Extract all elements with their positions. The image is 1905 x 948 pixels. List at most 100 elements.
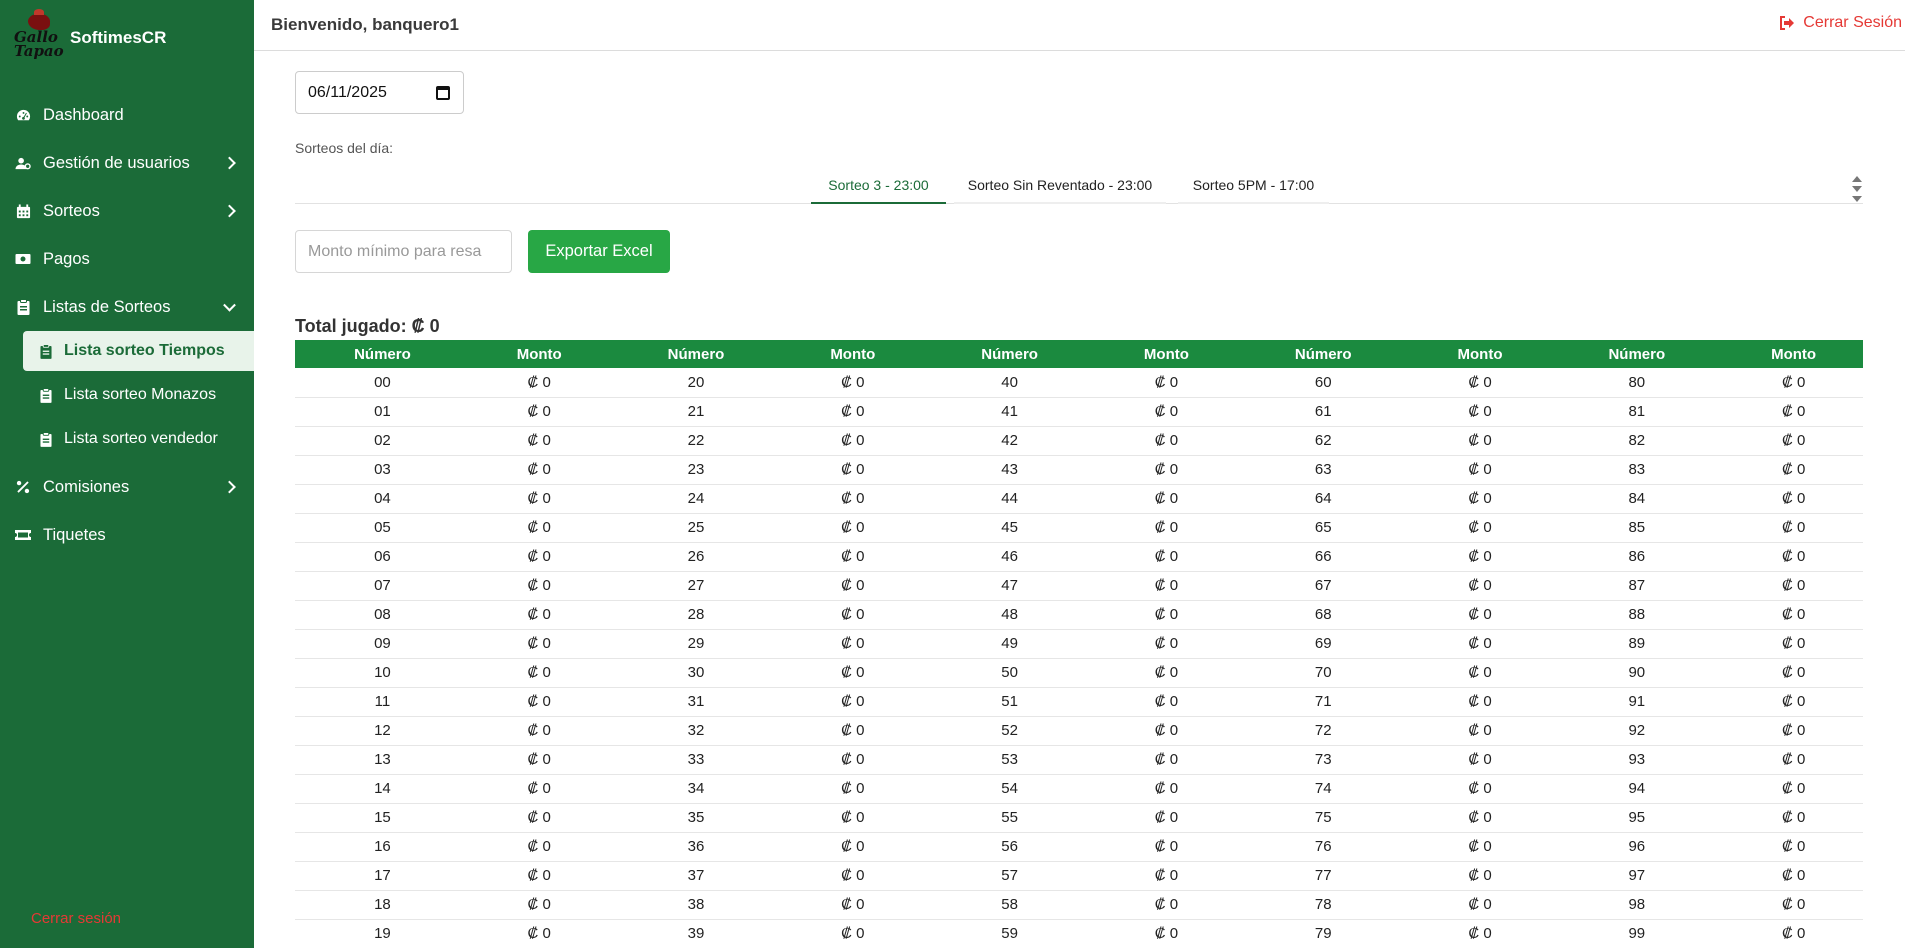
amount-cell: ₡ 0 [1410,803,1550,833]
number-cell: 54 [922,774,1098,804]
amount-cell: ₡ 0 [1724,484,1863,514]
number-cell: 76 [1235,832,1411,862]
numbers-table: Número Monto Número Monto Número Monto N… [295,340,1863,948]
amount-cell: ₡ 0 [1410,484,1550,514]
sidebar-item-tiquetes[interactable]: Tiquetes [0,511,254,559]
number-cell: 42 [922,426,1098,456]
export-excel-button[interactable]: Exportar Excel [528,230,670,273]
sidebar-item-label: Listas de Sorteos [43,297,171,316]
sidebar-item-dashboard[interactable]: Dashboard [0,91,254,139]
amount-cell: ₡ 0 [1097,397,1236,427]
amount-cell: ₡ 0 [469,861,609,891]
tab-sorteo-5pm[interactable]: Sorteo 5PM - 17:00 [1178,168,1329,204]
number-cell: 29 [608,629,784,659]
tabs-scroll-control[interactable] [1851,176,1863,202]
amount-cell: ₡ 0 [1724,774,1863,804]
sidebar-subitem-monazos[interactable]: Lista sorteo Monazos [23,375,254,415]
amount-cell: ₡ 0 [1724,600,1863,630]
table-row: 09 ₡ 0 29 ₡ 0 49 ₡ 0 69 ₡ 0 89 ₡ 0 [295,629,1863,659]
table-row: 16 ₡ 0 36 ₡ 0 56 ₡ 0 76 ₡ 0 96 ₡ 0 [295,832,1863,862]
number-cell: 14 [295,774,470,804]
brand[interactable]: Gallo Tapao SoftimesCR [0,0,254,76]
sidebar-item-comisiones[interactable]: Comisiones [0,463,254,511]
chevron-right-icon [223,156,236,170]
tab-sorteo-sin-reventado[interactable]: Sorteo Sin Reventado - 23:00 [954,168,1166,204]
number-cell: 12 [295,716,470,746]
tab-sorteo-3[interactable]: Sorteo 3 - 23:00 [811,168,946,204]
caret-down-icon[interactable] [1852,196,1862,202]
amount-cell: ₡ 0 [1410,687,1550,717]
amount-cell: ₡ 0 [469,484,609,514]
amount-cell: ₡ 0 [1410,832,1550,862]
caret-down-icon[interactable] [1852,186,1862,192]
number-cell: 64 [1235,484,1411,514]
amount-cell: ₡ 0 [783,832,923,862]
logout-button[interactable]: Cerrar Sesión [1779,14,1902,32]
amount-cell: ₡ 0 [1097,890,1236,920]
number-cell: 08 [295,600,470,630]
amount-cell: ₡ 0 [1097,629,1236,659]
sidebar-subitem-tiempos[interactable]: Lista sorteo Tiempos [23,331,254,371]
number-cell: 88 [1549,600,1725,630]
number-cell: 72 [1235,716,1411,746]
amount-cell: ₡ 0 [1724,687,1863,717]
table-row: 07 ₡ 0 27 ₡ 0 47 ₡ 0 67 ₡ 0 87 ₡ 0 [295,571,1863,601]
number-cell: 69 [1235,629,1411,659]
number-cell: 35 [608,803,784,833]
amount-cell: ₡ 0 [1724,397,1863,427]
amount-cell: ₡ 0 [1724,571,1863,601]
amount-cell: ₡ 0 [1097,861,1236,891]
amount-cell: ₡ 0 [1097,513,1236,543]
amount-cell: ₡ 0 [1724,455,1863,485]
amount-cell: ₡ 0 [1097,426,1236,456]
number-cell: 67 [1235,571,1411,601]
amount-cell: ₡ 0 [783,658,923,688]
sidebar-logout-link[interactable]: Cerrar sesión [31,910,122,927]
amount-cell: ₡ 0 [783,861,923,891]
table-row: 14 ₡ 0 34 ₡ 0 54 ₡ 0 74 ₡ 0 94 ₡ 0 [295,774,1863,804]
sidebar-subitem-vendedor[interactable]: Lista sorteo vendedor [23,419,254,459]
number-cell: 21 [608,397,784,427]
ticket-icon [15,527,31,543]
table-row: 10 ₡ 0 30 ₡ 0 50 ₡ 0 70 ₡ 0 90 ₡ 0 [295,658,1863,688]
sidebar-item-usuarios[interactable]: Gestión de usuarios [0,139,254,187]
number-cell: 15 [295,803,470,833]
number-cell: 95 [1549,803,1725,833]
number-cell: 03 [295,455,470,485]
amount-cell: ₡ 0 [783,629,923,659]
amount-cell: ₡ 0 [1410,716,1550,746]
number-cell: 82 [1549,426,1725,456]
sidebar-item-pagos[interactable]: Pagos [0,235,254,283]
amount-cell: ₡ 0 [469,571,609,601]
number-cell: 31 [608,687,784,717]
amount-cell: ₡ 0 [469,542,609,572]
date-input[interactable]: 06/11/2025 [295,71,464,114]
number-cell: 52 [922,716,1098,746]
amount-cell: ₡ 0 [1724,368,1863,398]
amount-cell: ₡ 0 [783,455,923,485]
calendar-picker-icon[interactable] [436,86,450,100]
number-cell: 85 [1549,513,1725,543]
percent-icon [15,479,31,495]
amount-cell: ₡ 0 [1097,600,1236,630]
min-amount-input[interactable] [295,230,512,273]
logout-label: Cerrar Sesión [1803,14,1902,31]
number-cell: 34 [608,774,784,804]
amount-cell: ₡ 0 [1410,774,1550,804]
amount-cell: ₡ 0 [1410,542,1550,572]
number-cell: 16 [295,832,470,862]
amount-cell: ₡ 0 [783,397,923,427]
table-row: 06 ₡ 0 26 ₡ 0 46 ₡ 0 66 ₡ 0 86 ₡ 0 [295,542,1863,572]
gauge-icon [15,107,31,123]
sidebar-item-sorteos[interactable]: Sorteos [0,187,254,235]
number-cell: 30 [608,658,784,688]
number-cell: 53 [922,745,1098,775]
sidebar-item-listas[interactable]: Listas de Sorteos [0,283,254,331]
sidebar-item-label: Gestión de usuarios [43,153,190,172]
chevron-right-icon [223,480,236,494]
number-cell: 56 [922,832,1098,862]
rooster-icon [28,9,50,30]
caret-up-icon[interactable] [1852,176,1862,182]
table-row: 01 ₡ 0 21 ₡ 0 41 ₡ 0 61 ₡ 0 81 ₡ 0 [295,397,1863,427]
number-cell: 09 [295,629,470,659]
